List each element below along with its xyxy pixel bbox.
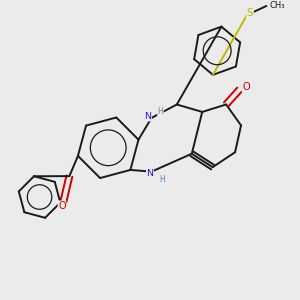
Text: CH₃: CH₃	[269, 1, 285, 10]
Text: H: H	[158, 107, 163, 116]
Text: N: N	[144, 112, 152, 121]
Text: O: O	[58, 201, 66, 211]
Text: N: N	[146, 169, 154, 178]
Text: S: S	[247, 8, 253, 18]
Text: H: H	[159, 175, 165, 184]
Text: O: O	[242, 82, 250, 92]
